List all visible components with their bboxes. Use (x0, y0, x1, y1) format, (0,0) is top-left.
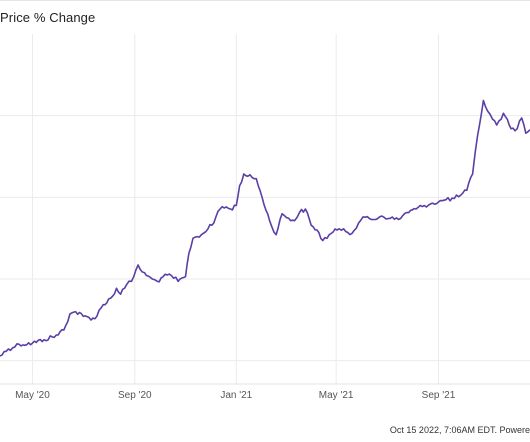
x-tick-label: May '20 (15, 390, 50, 401)
x-tick-label: Sep '20 (118, 390, 152, 401)
x-tick-label: Jan '21 (220, 390, 252, 401)
grid-lines (0, 34, 530, 384)
series-line-layer (0, 99, 530, 357)
x-axis: May '20 Sep '20 Jan '21 May '21 Sep '21 (0, 383, 530, 401)
chart-title: Price % Change (0, 10, 96, 25)
top-divider (0, 0, 530, 1)
footer-timestamp: Oct 15 2022, 7:06AM EDT. Powere (389, 425, 530, 435)
x-tick-label: May '21 (319, 390, 354, 401)
x-tick-label: Sep '21 (422, 390, 456, 401)
series-line (0, 99, 530, 357)
